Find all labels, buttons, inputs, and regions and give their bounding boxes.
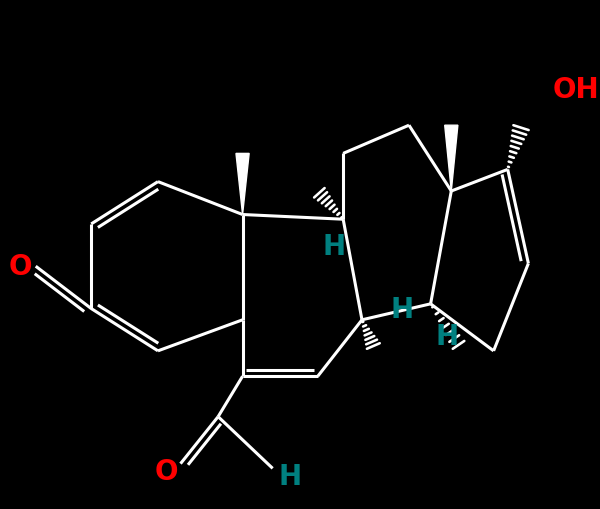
Text: O: O xyxy=(155,457,178,485)
Polygon shape xyxy=(236,154,249,215)
Text: OH: OH xyxy=(553,76,599,104)
Text: O: O xyxy=(9,253,32,280)
Text: H: H xyxy=(391,295,414,323)
Text: H: H xyxy=(322,232,346,260)
Text: H: H xyxy=(436,322,459,350)
Text: H: H xyxy=(278,462,301,490)
Polygon shape xyxy=(445,126,458,191)
